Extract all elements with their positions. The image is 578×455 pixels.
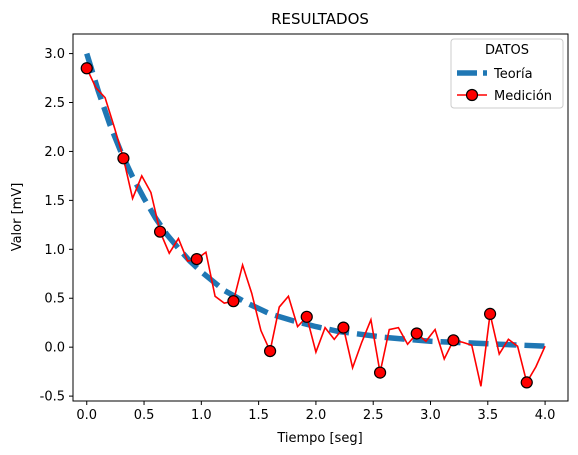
legend-box [450, 38, 564, 109]
legend-label-teoria: Teoría [493, 67, 533, 82]
legend-marker-medicion [465, 88, 479, 102]
data-point-medicion [117, 152, 130, 165]
y-tick-label: -0.5 [40, 390, 65, 405]
y-tick-label: 1.0 [44, 243, 65, 258]
legend: DATOS Teoría Medición [450, 38, 564, 109]
y-tick-label: 0.5 [44, 292, 65, 307]
x-tick-label: 0.0 [76, 408, 97, 423]
legend-label-medicion: Medición [494, 89, 552, 104]
data-point-medicion [227, 295, 240, 308]
chart-title: RESULTADOS [271, 10, 369, 28]
y-tick-label: 2.0 [44, 145, 65, 160]
y-axis-title: Valor [mV] [10, 183, 25, 252]
y-tick-label: 1.5 [44, 194, 65, 209]
data-point-medicion [337, 321, 350, 334]
x-tick-label: 1.0 [191, 408, 212, 423]
y-tick-label: 3.0 [44, 47, 65, 62]
x-tick-label: 3.0 [420, 408, 441, 423]
series-line-medicion [86, 67, 546, 387]
y-axis: -0.5 0.0 0.5 1.0 1.5 2.0 2.5 3.0 [40, 47, 73, 405]
data-point-medicion [373, 366, 387, 379]
data-point-medicion [410, 327, 423, 340]
data-point-medicion [153, 225, 167, 238]
plot-frame [72, 33, 569, 402]
x-axis: 0.0 0.5 1.0 1.5 2.0 2.5 3.0 3.5 4.0 [76, 401, 555, 423]
data-point-medicion [263, 344, 277, 358]
data-point-medicion [300, 310, 313, 323]
data-point-medicion [520, 376, 533, 389]
x-tick-label: 2.0 [306, 408, 327, 423]
data-point-medicion [190, 252, 203, 266]
x-tick-label: 3.5 [477, 408, 498, 423]
plot-markers [80, 62, 533, 389]
x-tick-label: 4.0 [535, 408, 556, 423]
x-tick-label: 0.5 [134, 408, 155, 423]
data-point-medicion [483, 307, 497, 320]
x-tick-label: 2.5 [363, 408, 384, 423]
legend-title: DATOS [485, 43, 529, 58]
y-tick-label: 0.0 [44, 341, 65, 356]
y-tick-label: 2.5 [44, 96, 65, 111]
x-axis-title: Tiempo [seg] [276, 431, 362, 446]
data-point-medicion [447, 334, 460, 347]
data-point-medicion [80, 62, 93, 75]
x-tick-label: 1.5 [248, 408, 269, 423]
